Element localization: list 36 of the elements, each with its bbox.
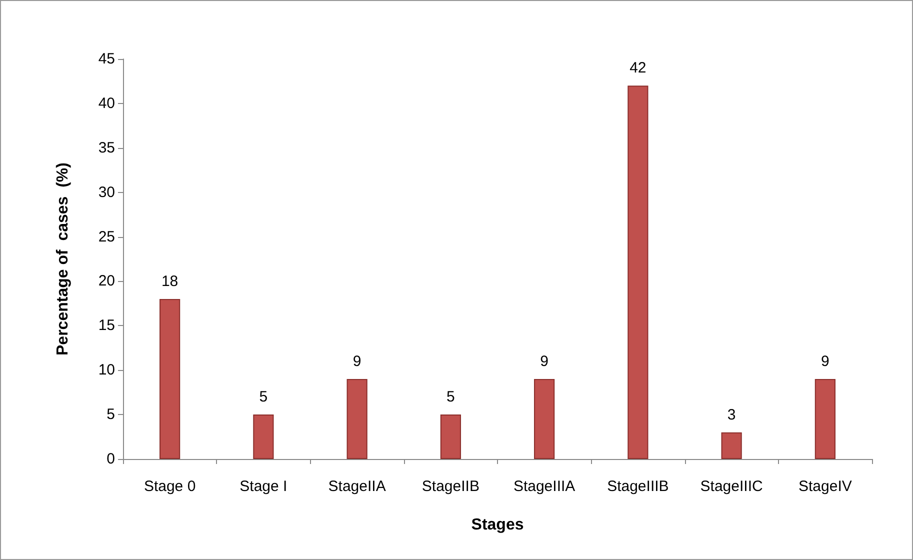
- y-tick-label: 15: [98, 317, 115, 334]
- y-tick-label: 35: [98, 139, 115, 156]
- bar: [628, 86, 648, 459]
- bar: [440, 414, 461, 459]
- x-tick-label: Stage 0: [144, 478, 196, 495]
- y-tick-label: 30: [98, 184, 115, 201]
- bar: [160, 299, 180, 459]
- x-tick-label: StageIIIA: [513, 478, 576, 495]
- data-label: 5: [259, 388, 268, 406]
- x-tick-label: StageIIIC: [700, 478, 763, 495]
- data-label: 3: [727, 406, 736, 424]
- bar: [346, 379, 368, 459]
- y-tick-label: 10: [98, 362, 115, 379]
- y-tick-label: 0: [106, 450, 115, 468]
- data-label: 9: [821, 353, 830, 370]
- data-label: 5: [446, 388, 455, 406]
- y-tick-label: 20: [98, 272, 115, 290]
- data-label: 18: [161, 273, 178, 290]
- x-tick-label: StageIIA: [328, 478, 386, 495]
- x-axis-title: Stages: [471, 516, 524, 534]
- y-tick-label: 5: [106, 406, 115, 424]
- bar: [534, 379, 555, 459]
- y-axis-title: Percentage of cases (%): [54, 162, 72, 356]
- y-tick-label: 25: [98, 228, 115, 246]
- x-tick-label: StageIV: [798, 478, 852, 495]
- data-label: 9: [540, 353, 548, 370]
- data-label: 9: [352, 353, 362, 370]
- x-tick-label: StageIIIB: [607, 478, 669, 495]
- bar: [814, 379, 836, 459]
- x-tick-label: StageIIB: [422, 478, 480, 495]
- x-tick-label: Stage I: [240, 478, 288, 495]
- y-tick-label: 40: [98, 94, 115, 112]
- data-label: 42: [630, 60, 646, 77]
- bar: [721, 432, 742, 459]
- y-tick-label: 45: [98, 50, 115, 68]
- bar: [253, 414, 274, 459]
